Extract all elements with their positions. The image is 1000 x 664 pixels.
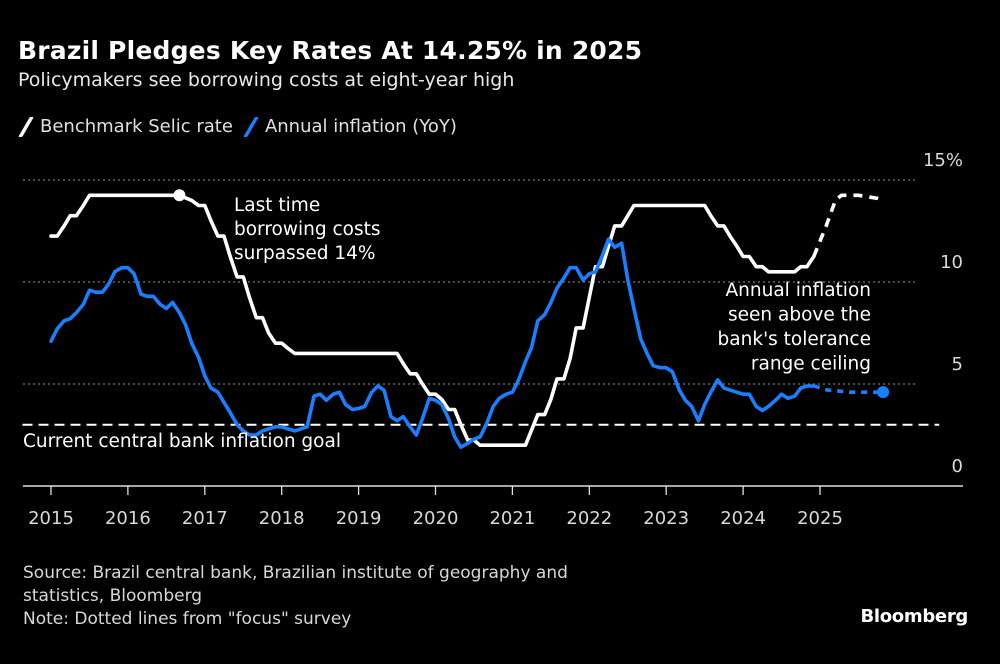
chart-title: Brazil Pledges Key Rates At 14.25% in 20… — [18, 36, 643, 65]
annotation-last-time: Last time borrowing costs surpassed 14% — [234, 195, 381, 264]
annotation-inflation-goal: Current central bank inflation goal — [23, 431, 341, 452]
annotation-text: Last time — [234, 195, 320, 216]
series-line-annual-inflation-yoy — [49, 237, 816, 449]
legend-label-selic: Benchmark Selic rate — [40, 116, 233, 137]
legend-label-inflation: Annual inflation (YoY) — [264, 116, 457, 137]
y-tick-label: 0 — [952, 456, 963, 477]
x-tick-label: 2022 — [566, 508, 612, 529]
annotation-annual-inflation: Annual inflation seen above the bank's tol… — [718, 280, 871, 375]
bloomberg-logo: Bloomberg — [860, 606, 968, 627]
annotation-text: bank's tolerance — [718, 329, 871, 350]
legend-item-inflation: Annual inflation (YoY) — [243, 116, 457, 137]
x-tick-label: 2019 — [336, 508, 382, 529]
note: Note: Dotted lines from "focus" survey — [23, 609, 352, 629]
legend: Benchmark Selic rate Annual inflation (Y… — [18, 116, 467, 137]
footer: Source: Brazil central bank, Brazilian i… — [23, 562, 568, 631]
x-tick-label: 2020 — [413, 508, 459, 529]
chart-subtitle: Policymakers see borrowing costs at eigh… — [18, 69, 515, 91]
legend-item-selic: Benchmark Selic rate — [18, 116, 233, 137]
x-tick-label: 2023 — [643, 508, 689, 529]
annotation-text: surpassed 14% — [234, 243, 375, 264]
x-tick-label: 2021 — [489, 508, 535, 529]
y-tick-label: 15% — [923, 150, 963, 171]
source-line-1: Source: Brazil central bank, Brazilian i… — [23, 563, 568, 583]
annotation-text: seen above the — [728, 305, 871, 326]
annotation-text: Current central bank inflation goal — [23, 431, 341, 452]
y-tick-label: 5 — [952, 354, 963, 375]
x-tick-label: 2018 — [259, 508, 305, 529]
annotation-text: borrowing costs — [234, 219, 381, 240]
x-tick-label: 2015 — [28, 508, 74, 529]
x-tick-label: 2024 — [720, 508, 766, 529]
source-line-2: statistics, Bloomberg — [23, 586, 203, 606]
series-line-benchmark-selic-rate-focus-survey-forecast — [812, 193, 884, 258]
series-line-benchmark-selic-rate — [49, 193, 816, 447]
x-tick-label: 2017 — [182, 508, 228, 529]
series-line-annual-inflation-focus-survey-forecast — [813, 384, 884, 394]
annotation-text: range ceiling — [751, 354, 871, 375]
annotation-text: Annual inflation — [726, 280, 871, 301]
inflation-forecast-end-marker — [877, 386, 890, 399]
selic-peak-marker — [173, 189, 186, 202]
x-tick-label: 2016 — [105, 508, 151, 529]
y-tick-label: 10 — [940, 252, 963, 273]
x-tick-label: 2025 — [797, 508, 843, 529]
